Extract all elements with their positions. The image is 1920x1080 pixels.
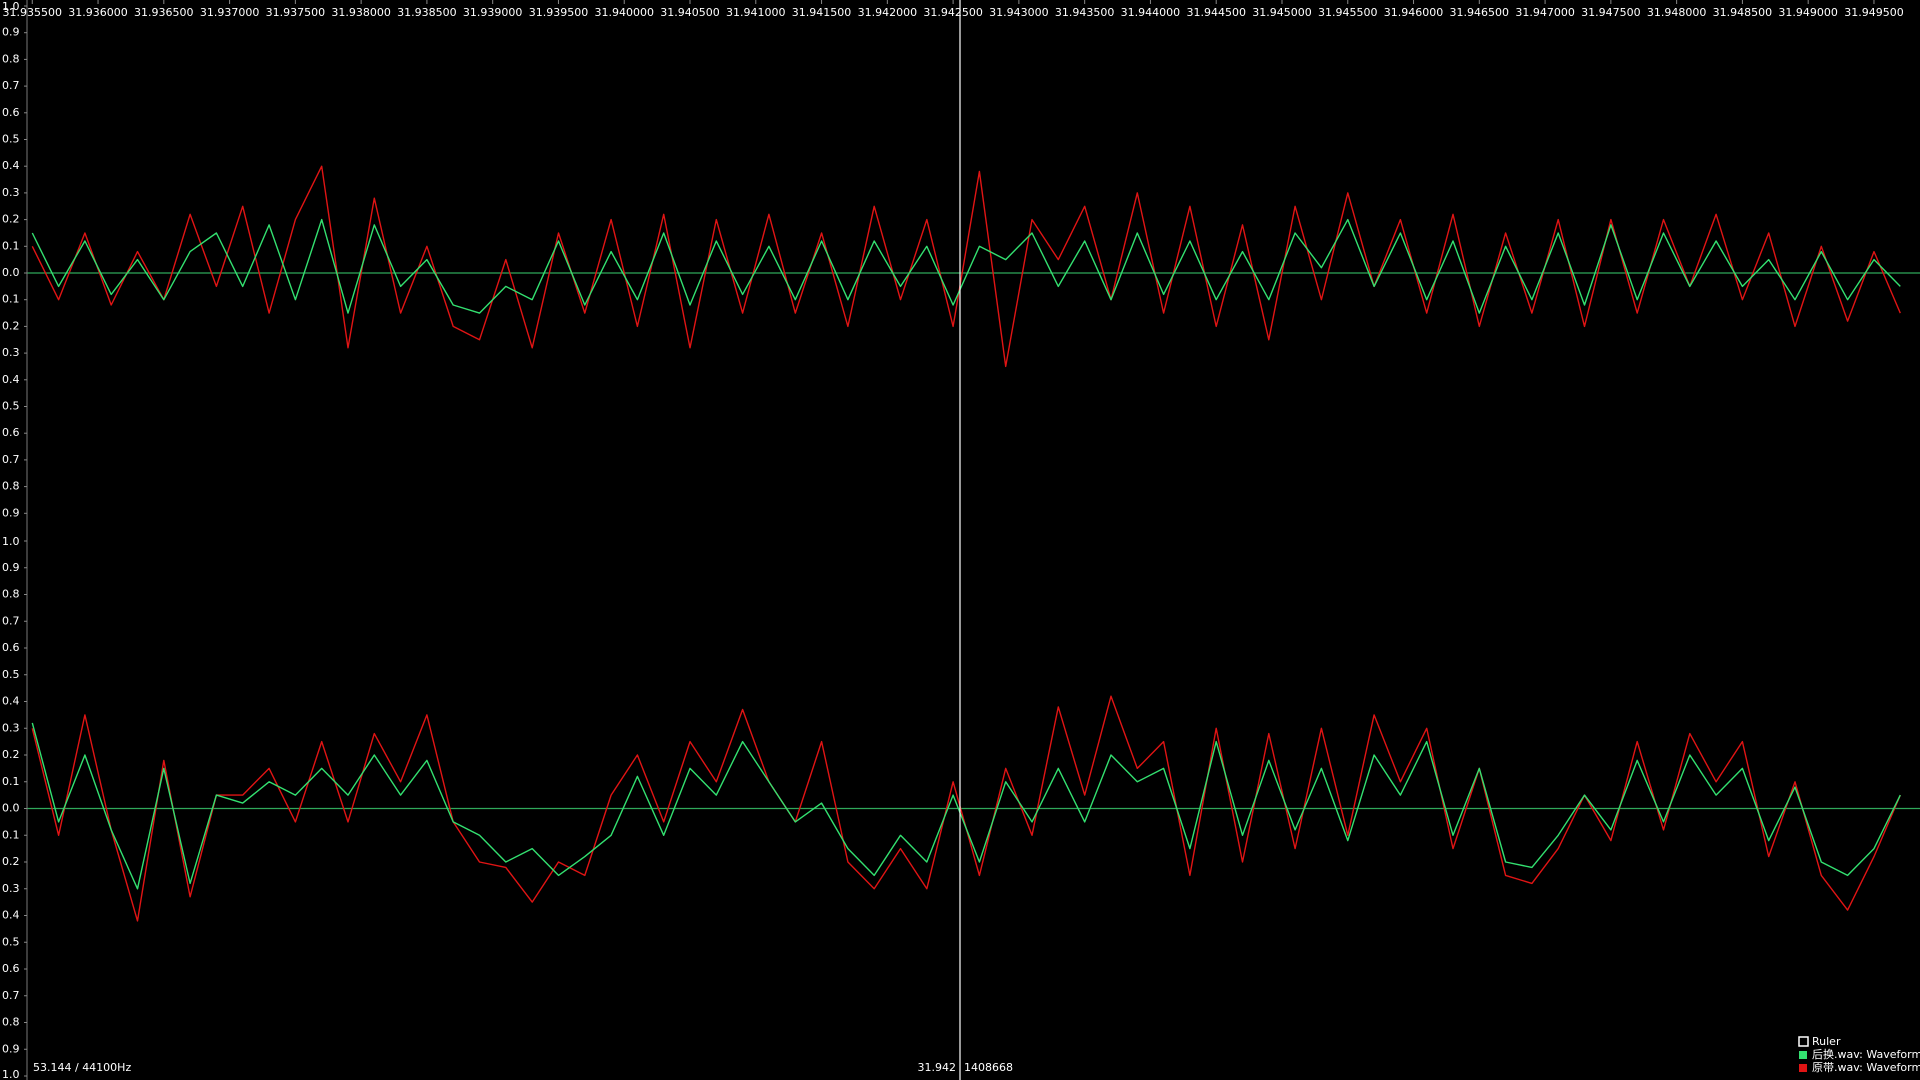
x-tick-label: 31.949000 [1778, 6, 1838, 19]
waveform [31, 165, 1901, 368]
ruler-legend-swatch [1798, 1036, 1809, 1047]
y-tick-label: 0.3 [2, 346, 20, 359]
y-tick-label: 0.6 [2, 641, 20, 654]
legend-label[interactable]: 原带.wav: Waveform [1812, 1061, 1920, 1074]
y-tick-label: 0.5 [2, 668, 20, 681]
y-tick-label: 0.8 [2, 480, 20, 493]
x-tick-label: 31.939500 [529, 6, 589, 19]
x-tick-label: 31.949500 [1844, 6, 1904, 19]
x-tick-label: 31.938500 [397, 6, 457, 19]
x-tick-label: 31.936500 [134, 6, 194, 19]
x-tick-label: 31.947500 [1581, 6, 1641, 19]
y-tick-label: 0.6 [2, 426, 20, 439]
y-tick-label: 1.0 [2, 1068, 20, 1080]
x-tick-label: 31.938000 [331, 6, 391, 19]
y-tick-label: 0.2 [2, 855, 20, 868]
legend-swatch [1799, 1064, 1807, 1072]
status-time: 31.942 [918, 1061, 957, 1074]
y-tick-label: 0.6 [2, 106, 20, 119]
x-tick-label: 31.942500 [923, 6, 983, 19]
y-tick-label: 0.4 [2, 373, 20, 386]
y-tick-label: 0.8 [2, 52, 20, 65]
x-tick-label: 31.941500 [792, 6, 852, 19]
x-tick-label: 31.948500 [1713, 6, 1773, 19]
x-tick-label: 31.948000 [1647, 6, 1707, 19]
y-tick-label: 0.2 [2, 319, 20, 332]
y-tick-label: 0.5 [2, 133, 20, 146]
x-tick-label: 31.935500 [3, 6, 63, 19]
y-tick-label: 0.5 [2, 400, 20, 413]
x-tick-label: 31.947000 [1515, 6, 1575, 19]
legend-swatch [1799, 1051, 1807, 1059]
x-tick-label: 31.943000 [989, 6, 1049, 19]
x-tick-label: 31.937500 [266, 6, 326, 19]
legend-label[interactable]: 后换.wav: Waveform [1812, 1047, 1920, 1061]
x-tick-label: 31.945000 [1252, 6, 1312, 19]
y-tick-label: 0.6 [2, 962, 20, 975]
y-tick-label: 0.4 [2, 695, 20, 708]
x-tick-label: 31.945500 [1318, 6, 1378, 19]
x-tick-label: 31.940500 [660, 6, 720, 19]
x-tick-label: 31.943500 [1055, 6, 1115, 19]
y-tick-label: 0.9 [2, 561, 20, 574]
y-tick-label: 0.2 [2, 213, 20, 226]
y-tick-label: 0.9 [2, 1042, 20, 1055]
y-tick-label: 0.0 [2, 802, 20, 815]
status-frame: 1408668 [964, 1061, 1013, 1074]
x-tick-label: 31.944000 [1121, 6, 1181, 19]
y-tick-label: 0.1 [2, 293, 20, 306]
y-tick-label: 0.9 [2, 506, 20, 519]
y-tick-label: 0.7 [2, 79, 20, 92]
y-tick-label: 0.3 [2, 186, 20, 199]
y-tick-label: 0.5 [2, 935, 20, 948]
x-tick-label: 31.936000 [68, 6, 128, 19]
y-tick-label: 0.7 [2, 453, 20, 466]
x-tick-label: 31.944500 [1186, 6, 1246, 19]
x-tick-label: 31.939000 [463, 6, 523, 19]
x-tick-label: 31.941000 [726, 6, 786, 19]
x-tick-label: 31.940000 [594, 6, 654, 19]
y-tick-label: 0.1 [2, 239, 20, 252]
status-rate: 53.144 / 44100Hz [33, 1061, 131, 1074]
y-tick-label: 0.4 [2, 159, 20, 172]
x-tick-label: 31.942000 [858, 6, 918, 19]
y-tick-label: 1.0 [2, 0, 20, 13]
y-tick-label: 0.7 [2, 989, 20, 1002]
x-tick-label: 31.946000 [1384, 6, 1444, 19]
y-tick-label: 1.0 [2, 535, 20, 548]
ruler-legend-label[interactable]: Ruler [1812, 1035, 1841, 1048]
waveform [31, 722, 1901, 890]
y-tick-label: 0.0 [2, 266, 20, 279]
y-tick-label: 0.3 [2, 721, 20, 734]
y-tick-label: 0.7 [2, 614, 20, 627]
y-tick-label: 0.8 [2, 1016, 20, 1029]
y-tick-label: 0.9 [2, 26, 20, 39]
y-tick-label: 0.3 [2, 882, 20, 895]
y-tick-label: 0.4 [2, 909, 20, 922]
y-tick-label: 0.1 [2, 828, 20, 841]
x-tick-label: 31.937000 [200, 6, 260, 19]
y-tick-label: 0.8 [2, 588, 20, 601]
x-tick-label: 31.946500 [1450, 6, 1510, 19]
waveform [31, 218, 1901, 314]
y-tick-label: 0.1 [2, 775, 20, 788]
y-tick-label: 0.2 [2, 748, 20, 761]
